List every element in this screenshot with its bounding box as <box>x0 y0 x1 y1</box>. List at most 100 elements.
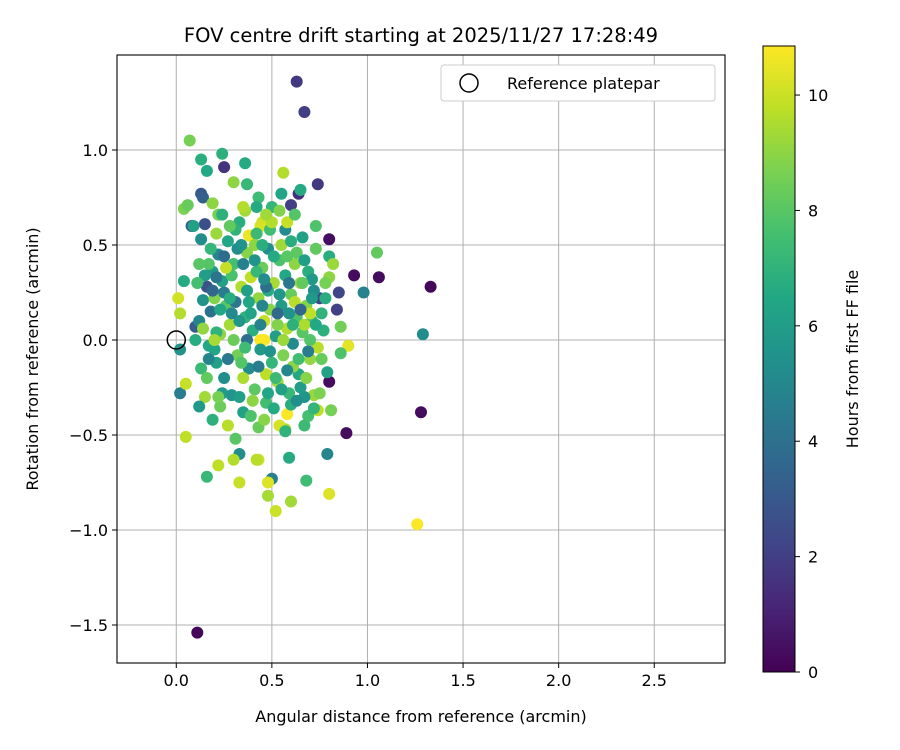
legend-label: Reference platepar <box>507 74 660 93</box>
data-point <box>334 320 347 333</box>
data-point <box>250 201 263 213</box>
data-point <box>181 199 194 212</box>
data-point <box>327 258 340 270</box>
colorbar-tick-label: 4 <box>808 432 818 451</box>
data-point <box>306 273 318 286</box>
data-point <box>193 400 206 413</box>
data-point <box>262 489 274 502</box>
data-point <box>411 518 424 531</box>
data-point <box>218 250 231 263</box>
data-point <box>250 265 263 278</box>
data-point <box>206 284 219 297</box>
data-point <box>290 75 303 88</box>
data-point <box>260 368 273 381</box>
data-point <box>227 453 240 466</box>
data-point <box>241 178 253 191</box>
data-point <box>179 430 192 443</box>
data-point <box>242 296 255 308</box>
data-point <box>277 334 290 346</box>
data-point <box>283 277 296 289</box>
data-point <box>372 271 385 284</box>
data-point <box>252 360 265 373</box>
y-tick-label: 1.0 <box>83 141 108 160</box>
data-point <box>200 164 213 177</box>
data-point <box>273 204 286 217</box>
x-tick-label: 0.0 <box>164 671 189 690</box>
data-point <box>424 280 437 293</box>
data-point <box>258 273 271 286</box>
data-point <box>269 372 282 384</box>
data-point <box>179 377 192 390</box>
data-point <box>267 250 280 263</box>
data-point <box>223 220 236 232</box>
data-point <box>223 318 236 331</box>
data-point <box>200 372 213 384</box>
data-point <box>218 372 231 384</box>
data-point <box>302 345 315 358</box>
colorbar: 0 2 4 6 8 10 Hours from first FF file <box>762 45 862 682</box>
data-point <box>315 353 328 365</box>
data-point <box>321 366 334 379</box>
data-point <box>212 459 225 472</box>
data-point <box>198 391 211 403</box>
data-point <box>206 413 219 426</box>
data-point <box>309 318 322 331</box>
plot-frame <box>116 54 726 664</box>
data-point <box>256 299 269 312</box>
data-point <box>254 318 267 331</box>
data-point <box>233 476 246 489</box>
data-point <box>216 147 229 160</box>
data-point <box>225 307 238 320</box>
data-point <box>256 239 269 251</box>
data-point <box>187 220 200 232</box>
y-tick-label: −1.5 <box>69 616 108 635</box>
data-point <box>323 487 336 500</box>
data-point <box>193 258 206 270</box>
data-point <box>296 277 309 289</box>
y-tick-label: 0.5 <box>83 236 108 255</box>
x-axis-ticks: 0.0 0.5 1.0 1.5 2.0 2.5 <box>164 663 667 690</box>
chart-title: FOV centre drift starting at 2025/11/27 … <box>184 24 658 47</box>
data-point <box>290 246 303 259</box>
data-point <box>262 387 274 400</box>
data-point <box>296 231 309 244</box>
data-point <box>288 258 301 270</box>
x-tick-label: 1.5 <box>450 671 475 690</box>
data-point <box>204 305 217 318</box>
data-point <box>246 394 259 407</box>
data-point <box>237 372 250 384</box>
data-point <box>208 334 221 346</box>
data-point <box>281 408 294 421</box>
data-point <box>233 391 246 403</box>
data-point <box>306 292 318 305</box>
legend-box <box>440 64 716 102</box>
data-point <box>300 474 313 487</box>
y-tick-label: −0.5 <box>69 426 108 445</box>
data-point <box>177 275 190 288</box>
data-point <box>267 402 280 415</box>
data-point <box>319 277 332 289</box>
legend-marker-icon <box>459 73 479 93</box>
data-point <box>195 362 208 375</box>
data-point <box>298 318 311 331</box>
data-point <box>204 242 217 255</box>
data-point <box>195 153 208 166</box>
data-point <box>214 303 227 316</box>
y-axis-ticks: −1.5 −1.0 −0.5 0.0 0.5 1.0 <box>69 141 117 635</box>
data-point <box>277 349 290 362</box>
data-point <box>313 387 326 400</box>
colorbar-tick-label: 8 <box>808 201 818 220</box>
data-point <box>174 307 187 320</box>
colorbar-tick-label: 2 <box>808 548 818 567</box>
data-point <box>191 277 204 289</box>
data-point <box>269 505 282 517</box>
data-point <box>202 353 215 365</box>
data-point <box>294 303 307 316</box>
data-point <box>235 239 248 251</box>
data-point <box>195 233 208 246</box>
data-point <box>371 246 383 259</box>
y-tick-label: 0.0 <box>83 331 108 350</box>
data-point <box>273 288 286 301</box>
y-tick-label: −1.0 <box>69 521 108 540</box>
data-point <box>334 347 347 360</box>
